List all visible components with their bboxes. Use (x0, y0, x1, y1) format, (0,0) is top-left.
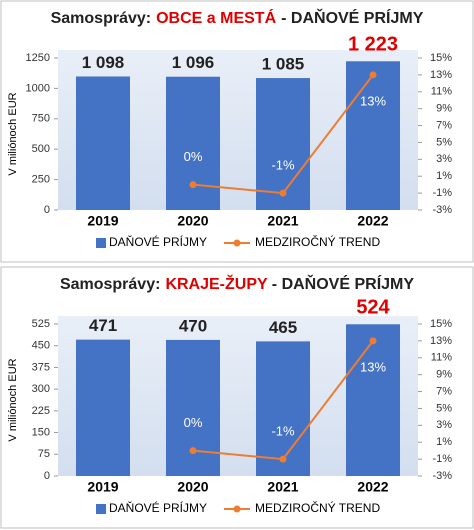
y2-tick-label: -3% (432, 204, 452, 216)
x-tick-label: 2022 (357, 479, 388, 495)
y2-tick-label: -1% (432, 187, 452, 199)
title-part: OBCE a MESTÁ (156, 8, 276, 27)
x-tick-label: 2020 (177, 479, 208, 495)
value-label: 471 (89, 316, 117, 335)
trend-label: 13% (360, 93, 386, 108)
chart-title: Samosprávy: KRAJE-ŽUPY - DAŇOVÉ PRÍJMY (60, 274, 414, 293)
legend-label: MEDZIROČNÝ TREND (255, 500, 380, 515)
y-tick-label: 75 (38, 448, 50, 460)
trend-label: 0% (184, 149, 203, 164)
title-part: - DAŇOVÉ PRÍJMY (272, 274, 415, 293)
y-tick-label: 750 (32, 113, 50, 125)
y-tick-label: 450 (32, 340, 50, 352)
trend-label: -1% (271, 158, 295, 173)
legend-label: DAŇOVÉ PRÍJMY (109, 500, 207, 515)
value-label: 465 (269, 318, 297, 337)
legend-swatch-dot (233, 505, 241, 513)
value-label: 470 (179, 316, 207, 335)
bar (166, 339, 220, 476)
bar (346, 61, 400, 210)
title-part: - DAŇOVÉ PRÍJMY (281, 8, 424, 27)
y2-tick-label: 5% (436, 402, 452, 414)
value-label: 1 096 (172, 53, 215, 72)
y2-tick-label: 11% (431, 86, 452, 98)
trend-label: 0% (184, 415, 203, 430)
y2-tick-label: 15% (430, 318, 452, 330)
bar (256, 341, 310, 476)
y-tick-label: 300 (32, 383, 50, 395)
trend-point (279, 455, 287, 463)
y2-tick-label: 11% (431, 352, 452, 364)
y2-tick-label: 7% (436, 385, 452, 397)
bar (166, 76, 220, 210)
x-tick-label: 2020 (177, 213, 208, 229)
bar (256, 78, 310, 211)
y-tick-label: 1250 (26, 52, 50, 64)
y-tick-label: 525 (32, 318, 50, 330)
title-part: Samosprávy: (51, 10, 152, 27)
x-tick-label: 2019 (87, 213, 118, 229)
legend-swatch (96, 504, 106, 514)
y-axis-label: V miliónoch EUR (7, 92, 19, 175)
trend-point (369, 71, 377, 79)
y2-tick-label: -1% (432, 453, 452, 465)
y-tick-label: 1000 (26, 82, 50, 94)
value-label: 1 098 (82, 53, 125, 72)
trend-point (369, 337, 377, 345)
y-tick-label: 250 (32, 174, 50, 186)
x-tick-label: 2021 (267, 213, 298, 229)
y-tick-label: 375 (32, 361, 50, 373)
trend-point (189, 181, 197, 189)
y-tick-label: 0 (44, 470, 50, 482)
x-tick-label: 2022 (357, 213, 388, 229)
x-tick-label: 2021 (267, 479, 298, 495)
legend-swatch (96, 238, 106, 248)
y2-tick-label: 9% (436, 103, 452, 115)
x-tick-label: 2019 (87, 479, 118, 495)
y2-tick-label: 13% (430, 335, 452, 347)
trend-label: 13% (360, 359, 386, 374)
y-tick-label: 225 (32, 405, 50, 417)
legend-label: MEDZIROČNÝ TREND (255, 234, 380, 249)
trend-point (189, 447, 197, 455)
y2-tick-label: 13% (430, 69, 452, 81)
y-tick-label: 0 (44, 204, 50, 216)
value-label: 1 085 (262, 55, 305, 74)
y2-tick-label: 7% (436, 119, 452, 131)
value-label: 1 223 (348, 34, 398, 56)
y-tick-label: 150 (32, 426, 50, 438)
chart-title: Samosprávy: OBCE a MESTÁ - DAŇOVÉ PRÍJMY (51, 8, 424, 27)
y2-tick-label: -3% (432, 470, 452, 482)
bar (346, 324, 400, 476)
title-part: Samosprávy: (60, 276, 161, 293)
y2-tick-label: 1% (436, 436, 452, 448)
y-tick-label: 500 (32, 143, 50, 155)
bar (76, 76, 130, 210)
y2-tick-label: 1% (436, 170, 452, 182)
bar (76, 339, 130, 476)
y2-tick-label: 5% (436, 136, 452, 148)
y2-tick-label: 15% (430, 52, 452, 64)
y2-tick-label: 3% (436, 419, 452, 431)
trend-label: -1% (271, 424, 295, 439)
y2-tick-label: 9% (436, 369, 452, 381)
y2-tick-label: 3% (436, 153, 452, 165)
legend-swatch-dot (233, 239, 241, 247)
y-axis-label: V miliónoch EUR (7, 358, 19, 441)
trend-point (279, 189, 287, 197)
legend-label: DAŇOVÉ PRÍJMY (109, 234, 207, 249)
title-part: KRAJE-ŽUPY (165, 274, 268, 293)
value-label: 524 (356, 297, 390, 319)
